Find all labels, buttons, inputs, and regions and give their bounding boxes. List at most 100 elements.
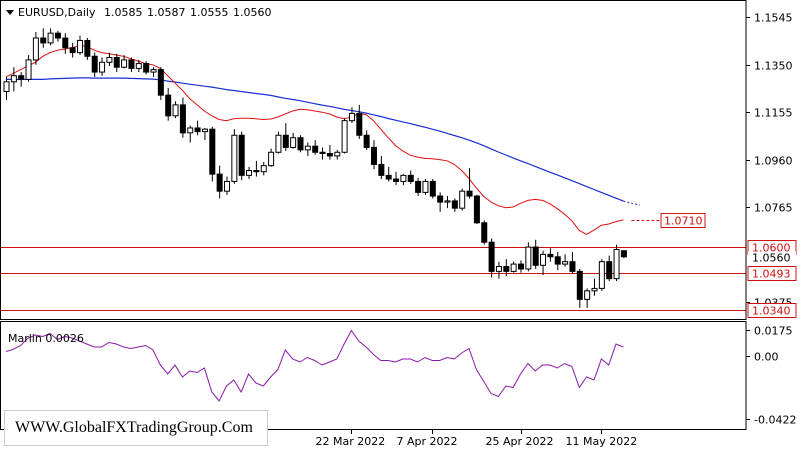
candle-27 <box>201 127 208 141</box>
candle-body-57 <box>422 180 429 193</box>
ma-slow-extension <box>623 200 640 206</box>
price-levels <box>1 220 746 311</box>
candle-4 <box>32 31 39 65</box>
candle-body-17 <box>128 59 135 69</box>
candle-body-78 <box>576 270 583 300</box>
candle-53 <box>393 171 400 186</box>
candle-44 <box>326 144 333 160</box>
y-tick-label-8: -0.0422 <box>754 414 796 427</box>
ma-slow-line <box>6 77 624 202</box>
current-price-text: 1.0560 <box>752 252 791 265</box>
y-tick-label-7: 0.00 <box>754 351 779 364</box>
candle-body-5 <box>40 37 47 44</box>
candle-21 <box>157 67 164 101</box>
candle-body-45 <box>334 151 341 157</box>
candle-body-61 <box>451 200 458 209</box>
candle-body-74 <box>547 253 554 258</box>
candle-body-40 <box>297 137 304 151</box>
candle-body-46 <box>341 120 348 153</box>
x-tick-label-2: 25 Apr 2022 <box>486 435 554 448</box>
candle-body-29 <box>216 173 223 192</box>
target-tag: 1.0710 <box>660 213 706 228</box>
candle-14 <box>106 52 113 66</box>
candle-48 <box>356 104 363 139</box>
candle-68 <box>503 259 510 277</box>
candle-49 <box>363 130 370 150</box>
candle-body-44 <box>326 152 333 157</box>
indicator-panel-frame <box>0 321 747 430</box>
y-tick-label-1: 1.1350 <box>754 60 793 73</box>
candle-body-14 <box>106 56 113 63</box>
candle-body-67 <box>495 266 502 272</box>
candle-body-35 <box>260 165 267 173</box>
candle-body-22 <box>165 94 172 117</box>
candle-body-3 <box>25 59 32 80</box>
level-tag-2: 1.0340 <box>747 303 797 318</box>
candle-59 <box>437 192 444 212</box>
candle-71 <box>525 242 532 272</box>
candle-body-4 <box>32 37 39 61</box>
level-tag-0: 1.0600 <box>747 240 797 255</box>
candle-body-36 <box>268 151 275 167</box>
candle-13 <box>99 57 106 76</box>
ohlc-low: 1.0555 <box>190 6 229 19</box>
candle-6 <box>47 28 54 46</box>
candle-body-34 <box>253 170 260 173</box>
candle-51 <box>378 155 385 180</box>
collapse-triangle-icon[interactable] <box>6 10 14 15</box>
candle-47 <box>348 107 355 124</box>
candle-body-72 <box>532 246 539 266</box>
candle-body-42 <box>312 145 319 153</box>
candle-26 <box>194 120 201 136</box>
candle-body-69 <box>510 263 517 272</box>
candle-12 <box>91 52 98 77</box>
candle-body-16 <box>121 59 128 68</box>
candle-body-20 <box>150 69 157 73</box>
level-tag-text-0: 1.0600 <box>752 242 791 255</box>
candle-77 <box>569 251 576 274</box>
candle-46 <box>341 118 348 154</box>
candle-56 <box>415 177 422 197</box>
candle-33 <box>246 166 253 180</box>
candle-42 <box>312 140 319 155</box>
candle-body-58 <box>429 180 436 197</box>
marlin-panel <box>5 329 624 402</box>
candle-66 <box>488 238 495 278</box>
candle-body-59 <box>437 195 444 203</box>
candle-body-64 <box>473 195 480 224</box>
candle-2 <box>18 72 25 87</box>
candle-body-10 <box>77 39 83 54</box>
candle-body-26 <box>194 127 201 133</box>
price-tags: 1.0600 1.0493 1.0340 1.0710 1.0560 <box>660 213 797 318</box>
candle-23 <box>172 101 179 119</box>
candle-body-39 <box>290 137 297 148</box>
candle-body-32 <box>238 134 245 176</box>
candle-body-50 <box>371 146 377 165</box>
candle-69 <box>510 261 517 273</box>
candle-body-24 <box>179 104 186 134</box>
symbol-label: EURUSD,Daily <box>18 6 96 19</box>
candle-54 <box>400 174 407 186</box>
candle-38 <box>282 123 289 152</box>
target-tag-text: 1.0710 <box>664 215 703 228</box>
candle-body-12 <box>91 55 98 73</box>
candle-body-56 <box>415 180 422 193</box>
candle-body-9 <box>69 47 76 54</box>
current-price-tag: 1.0560 <box>748 251 796 265</box>
candle-body-31 <box>231 134 238 182</box>
candle-63 <box>466 168 473 199</box>
ohlc-open: 1.0585 <box>104 6 143 19</box>
candle-body-11 <box>84 39 91 57</box>
candle-72 <box>532 239 539 269</box>
x-tick-label-1: 7 Apr 2022 <box>397 435 458 448</box>
candle-52 <box>385 166 392 182</box>
current-price-box <box>748 251 796 264</box>
candle-body-43 <box>319 151 326 154</box>
candle-79 <box>584 288 591 308</box>
candle-41 <box>304 142 311 156</box>
y-tick-label-2: 1.1155 <box>754 107 793 120</box>
candle-body-81 <box>598 261 605 289</box>
candle-61 <box>451 198 458 212</box>
candle-body-18 <box>135 63 142 69</box>
